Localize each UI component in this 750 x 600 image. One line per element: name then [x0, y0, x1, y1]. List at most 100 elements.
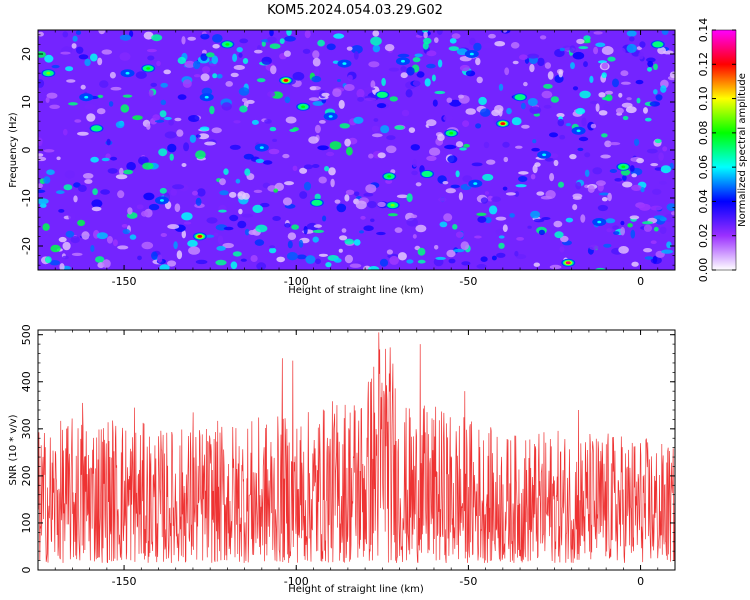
heatmap-speckle — [75, 30, 82, 35]
heatmap-speckle — [68, 212, 76, 221]
heatmap-speckle — [631, 173, 637, 178]
heatmap-speckle — [167, 143, 177, 153]
heatmap-speckle — [367, 201, 377, 209]
heatmap-speckle — [120, 104, 130, 113]
heatmap-speckle — [200, 73, 210, 82]
heatmap-speckle — [38, 198, 49, 205]
heatmap-speckle — [59, 263, 65, 270]
heatmap-speckle — [142, 162, 154, 170]
heatmap-speckle — [510, 42, 520, 49]
heatmap-hotspot — [154, 196, 169, 205]
heatmap-speckle — [313, 224, 322, 228]
heatmap-speckle — [514, 250, 519, 257]
heatmap-speckle — [572, 86, 579, 91]
heatmap-speckle — [269, 43, 281, 49]
heatmap-speckle — [653, 226, 659, 232]
heatmap-speckle — [261, 56, 273, 65]
heatmap-speckle — [102, 259, 111, 268]
heatmap-speckle — [269, 30, 274, 37]
heatmap-speckle — [650, 205, 663, 211]
heatmap-speckle — [458, 192, 463, 201]
heatmap-speckle — [146, 48, 157, 53]
heatmap-speckle — [496, 252, 506, 258]
heatmap-speckle — [386, 135, 396, 141]
heatmap-speckle — [653, 89, 658, 95]
heatmap-speckle — [601, 197, 608, 202]
heatmap-speckle — [195, 197, 202, 206]
heatmap-speckle — [174, 117, 182, 122]
heatmap-speckle — [662, 146, 668, 152]
heatmap-speckle — [491, 196, 501, 202]
heatmap-speckle — [225, 81, 233, 87]
heatmap-speckle — [241, 213, 253, 218]
heatmap-speckle — [84, 103, 97, 110]
heatmap-speckle — [205, 234, 215, 238]
heatmap-speckle — [308, 136, 319, 144]
heatmap-speckle — [595, 267, 606, 270]
heatmap-y-tick-label: -20 — [20, 237, 33, 255]
heatmap-speckle — [269, 126, 277, 132]
heatmap-speckle — [336, 203, 347, 213]
heatmap-speckle — [151, 251, 158, 260]
heatmap-speckle — [292, 165, 298, 171]
heatmap-plot-area — [38, 30, 675, 270]
heatmap-speckle — [236, 47, 243, 53]
heatmap-speckle — [372, 30, 380, 37]
heatmap-speckle — [506, 107, 512, 115]
heatmap-speckle — [243, 153, 254, 160]
heatmap-speckle — [351, 45, 363, 54]
heatmap-speckle — [618, 92, 623, 98]
heatmap-speckle — [541, 90, 553, 99]
heatmap-speckle — [276, 256, 286, 263]
heatmap-speckle — [625, 106, 637, 114]
heatmap-speckle — [326, 151, 335, 157]
heatmap-speckle — [314, 124, 321, 134]
heatmap-speckle — [442, 181, 449, 185]
heatmap-speckle — [509, 213, 515, 218]
heatmap-speckle — [653, 63, 658, 70]
heatmap-speckle — [379, 258, 389, 267]
heatmap-speckle — [163, 69, 171, 75]
heatmap-speckle — [604, 140, 612, 148]
heatmap-speckle — [284, 96, 291, 104]
heatmap-speckle — [143, 31, 154, 40]
heatmap-speckle — [549, 264, 562, 270]
heatmap-speckle — [147, 55, 155, 61]
heatmap-speckle — [117, 245, 129, 250]
heatmap-speckle — [647, 60, 654, 68]
heatmap-speckle — [252, 204, 263, 213]
heatmap-speckle — [581, 117, 587, 127]
snr-plot-area — [38, 330, 675, 570]
heatmap-hotspot — [309, 198, 324, 207]
heatmap-speckle — [543, 83, 553, 89]
heatmap-speckle — [38, 153, 44, 157]
heatmap-speckle — [219, 178, 226, 186]
heatmap-speckle — [107, 168, 118, 174]
heatmap-speckle — [328, 167, 336, 176]
heatmap-speckle — [287, 232, 297, 240]
heatmap-speckle — [437, 133, 445, 141]
heatmap-speckle — [455, 231, 464, 238]
heatmap-speckle — [182, 79, 192, 88]
heatmap-speckle — [650, 163, 659, 167]
heatmap-speckle — [319, 120, 326, 124]
heatmap-speckle — [605, 94, 613, 102]
heatmap-hotspot — [220, 40, 235, 49]
heatmap-speckle — [242, 192, 250, 200]
heatmap-speckle — [406, 217, 419, 227]
heatmap-speckle — [620, 70, 629, 77]
heatmap-speckle — [223, 226, 234, 231]
heatmap-speckle — [302, 48, 311, 54]
heatmap-speckle — [159, 110, 167, 118]
heatmap-speckle — [122, 228, 130, 235]
heatmap-speckle — [620, 81, 631, 85]
heatmap-speckle — [502, 186, 508, 191]
heatmap-speckle — [160, 82, 168, 88]
heatmap-speckle — [333, 258, 342, 263]
heatmap-speckle — [174, 203, 181, 212]
heatmap-speckle — [541, 217, 551, 220]
heatmap-speckle — [606, 228, 612, 233]
heatmap-speckle — [312, 236, 319, 243]
heatmap-speckle — [587, 185, 595, 193]
heatmap-speckle — [654, 138, 662, 144]
